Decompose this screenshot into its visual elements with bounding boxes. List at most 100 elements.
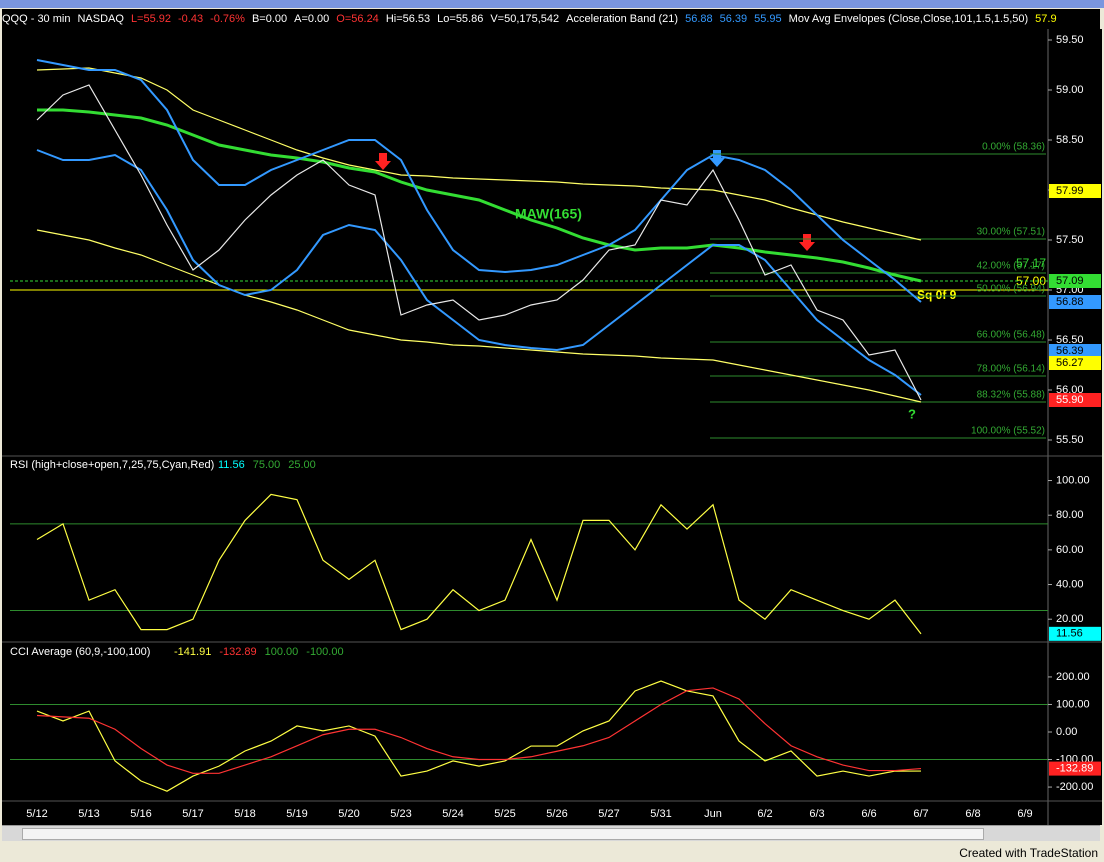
y-tick-label: 200.00 xyxy=(1056,671,1090,683)
price-marker xyxy=(1049,356,1101,370)
header-item: A=0.00 xyxy=(294,13,330,25)
x-tick-label: 5/19 xyxy=(286,808,307,820)
fib-label: 0.00% (58.36) xyxy=(982,142,1045,153)
header-item: Lo=55.86 xyxy=(437,13,484,25)
series-line xyxy=(36,84,922,401)
header-item: QQQ - 30 min xyxy=(2,13,71,25)
price-marker xyxy=(1049,393,1101,407)
series-line xyxy=(36,67,922,241)
price-marker-label: 56.39 xyxy=(1056,345,1084,357)
scrollbar[interactable] xyxy=(2,825,1100,841)
arrow xyxy=(375,153,391,170)
credit: Created with TradeStation xyxy=(959,846,1098,860)
legend-item: 25.00 xyxy=(288,459,316,471)
price-marker-label: -132.89 xyxy=(1056,762,1093,774)
x-tick-label: 5/16 xyxy=(130,808,151,820)
y-tick-label: 56.50 xyxy=(1056,334,1084,346)
fib-label: 100.00% (55.52) xyxy=(971,426,1045,437)
title-bar xyxy=(0,0,1104,8)
price-marker-label: 56.27 xyxy=(1056,357,1084,369)
header-item: 56.88 xyxy=(685,13,713,25)
fib-label: 30.00% (57.51) xyxy=(977,227,1045,238)
price-marker xyxy=(1049,184,1101,198)
panel-title: CCI Average (60,9,-100,100) xyxy=(10,646,150,658)
header-item: O=56.24 xyxy=(336,13,379,25)
header-item: Mov Avg Envelopes (Close,Close,101,1.5,1… xyxy=(788,13,1029,25)
series-line xyxy=(36,229,922,403)
y-tick-label: 59.50 xyxy=(1056,34,1084,46)
annotation: Sq 0f 9 xyxy=(917,288,957,302)
legend-item: -100.00 xyxy=(306,646,343,658)
fib-label: 66.00% (56.48) xyxy=(977,330,1045,341)
header-item: Hi=56.53 xyxy=(385,13,431,25)
chart-header: QQQ - 30 min NASDAQ L=55.92 -0.43 -0.76% B=0.… xyxy=(2,9,1100,29)
legend-item: 11.56 xyxy=(218,459,245,471)
y-tick-label: 55.50 xyxy=(1056,434,1084,446)
y-tick-label: 59.00 xyxy=(1056,84,1084,96)
fib-label: 78.00% (56.14) xyxy=(977,364,1045,375)
header-item: V=50,175,542 xyxy=(490,13,560,25)
y-tick-label: 0.00 xyxy=(1056,726,1077,738)
price-marker xyxy=(1049,274,1101,288)
y-tick-label: 100.00 xyxy=(1056,474,1090,486)
x-tick-label: 6/8 xyxy=(965,808,980,820)
background xyxy=(2,29,1102,825)
x-tick-label: 5/27 xyxy=(598,808,619,820)
legend-item: 75.00 xyxy=(253,459,281,471)
legend-item: -132.89 xyxy=(219,646,256,658)
series-line xyxy=(36,493,922,635)
x-tick-label: 5/24 xyxy=(442,808,463,820)
y-tick-label: 56.00 xyxy=(1056,384,1084,396)
x-tick-label: 5/13 xyxy=(78,808,99,820)
x-tick-label: 5/12 xyxy=(26,808,47,820)
series-line xyxy=(36,687,922,774)
y-tick-label: 58.50 xyxy=(1056,134,1084,146)
x-tick-label: 5/31 xyxy=(650,808,671,820)
y-tick-label: 60.00 xyxy=(1056,544,1084,556)
x-tick-label: 5/18 xyxy=(234,808,255,820)
series-line xyxy=(36,680,922,792)
x-tick-label: 6/6 xyxy=(861,808,876,820)
header-item: 56.39 xyxy=(719,13,748,25)
price-marker xyxy=(1049,344,1101,358)
x-tick-label: Jun xyxy=(704,808,722,820)
price-marker-label: 57.09 xyxy=(1056,275,1084,287)
price-marker-label: 11.56 xyxy=(1056,628,1083,640)
header-item: -0.43 xyxy=(178,13,204,25)
x-tick-label: 5/25 xyxy=(494,808,515,820)
legend-item: 100.00 xyxy=(265,646,299,658)
y-tick-label: 40.00 xyxy=(1056,578,1084,590)
x-tick-label: 6/7 xyxy=(913,808,928,820)
header-item: 55.95 xyxy=(754,13,782,25)
x-tick-label: 5/23 xyxy=(390,808,411,820)
price-marker xyxy=(1049,295,1101,309)
annotation: ? xyxy=(908,406,916,421)
y-tick-label: 57.50 xyxy=(1056,234,1084,246)
x-tick-label: 5/26 xyxy=(546,808,567,820)
x-tick-label: 6/2 xyxy=(757,808,772,820)
legend-item: -141.91 xyxy=(174,646,211,658)
x-tick-label: 5/17 xyxy=(182,808,203,820)
fib-label: 88.32% (55.88) xyxy=(977,390,1045,401)
fib-label: 50.00% (56.94) xyxy=(977,284,1045,295)
panel-title: RSI (high+close+open,7,25,75,Cyan,Red) xyxy=(10,459,214,471)
price-marker-label: 56.88 xyxy=(1056,296,1084,308)
header-item: NASDAQ xyxy=(77,13,124,25)
annotation: MAW(165) xyxy=(515,206,582,222)
chart: MAW(165) Sq 0f 9 ? 57.17 57.00 55.5056.0… xyxy=(2,29,1102,825)
x-tick-label: 5/20 xyxy=(338,808,359,820)
price-marker-label: 55.90 xyxy=(1056,394,1084,406)
header-item: Acceleration Band (21) xyxy=(566,13,679,25)
y-tick-label: 100.00 xyxy=(1056,698,1090,710)
annotation: 57.17 xyxy=(1016,256,1046,270)
scroll-thumb[interactable] xyxy=(22,828,984,840)
x-tick-label: 6/9 xyxy=(1017,808,1032,820)
y-tick-label: 80.00 xyxy=(1056,509,1084,521)
y-tick-label: 20.00 xyxy=(1056,613,1084,625)
x-tick-label: 6/3 xyxy=(809,808,824,820)
header-item: B=0.00 xyxy=(251,13,288,25)
header-item: 57.9 xyxy=(1035,13,1057,25)
price-marker-label: 57.99 xyxy=(1056,185,1084,197)
header-item: -0.76% xyxy=(210,13,245,25)
